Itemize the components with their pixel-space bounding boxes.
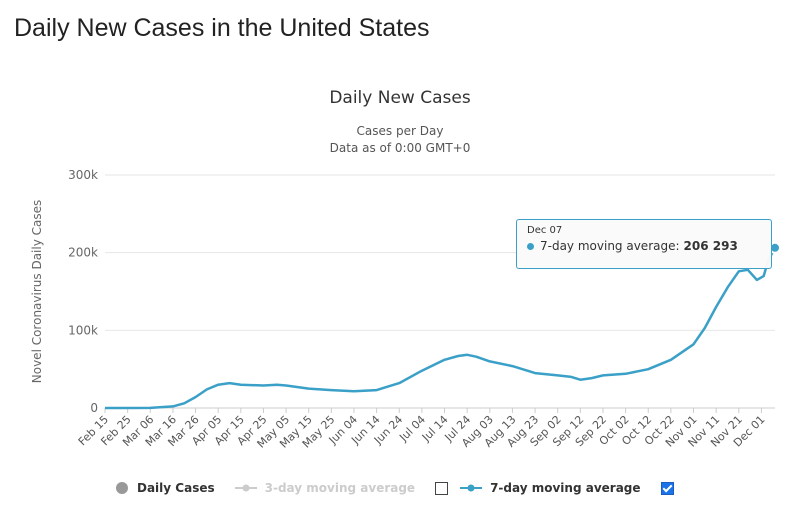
checkbox-7-day[interactable] — [660, 481, 674, 495]
legend-item-3-day[interactable]: 3-day moving average — [234, 481, 416, 495]
x-tick-label: Jul 04 — [396, 413, 428, 445]
circle-icon — [115, 481, 129, 495]
x-tick-label: Jul 14 — [419, 413, 451, 445]
y-tick-label: 100k — [68, 323, 98, 337]
chart-tooltip: Dec 07 7-day moving average: 206 293 — [516, 219, 772, 269]
legend-label-7-day: 7-day moving average — [490, 481, 641, 495]
legend-label-3-day: 3-day moving average — [264, 481, 416, 495]
legend-item-daily-cases[interactable]: Daily Cases — [115, 481, 215, 495]
tooltip-value: 206 293 — [683, 239, 738, 253]
page-title: Daily New Cases in the United States — [14, 14, 430, 42]
legend-label-daily-cases: Daily Cases — [137, 481, 215, 495]
y-axis-label: Novel Coronavirus Daily Cases — [30, 200, 44, 383]
chart-title: Daily New Cases — [329, 88, 471, 108]
series-line-7-day-average — [104, 247, 777, 410]
line-marker-icon — [234, 483, 257, 493]
y-tick-label: 0 — [90, 401, 98, 415]
chart-legend: Daily Cases 3-day moving average 7-day m… — [115, 478, 686, 498]
tooltip-series-label: 7-day moving average: — [540, 239, 680, 253]
y-tick-label: 200k — [68, 246, 98, 260]
checkbox-3-day[interactable] — [435, 481, 449, 495]
chart-subtitle: Cases per Day — [356, 124, 444, 138]
y-tick-label: 300k — [68, 168, 98, 182]
line-marker-icon — [460, 483, 483, 493]
tooltip-series-dot — [527, 242, 534, 250]
legend-item-7-day[interactable]: 7-day moving average — [460, 481, 641, 495]
chart-data-timestamp: Data as of 0:00 GMT+0 — [329, 141, 471, 155]
tooltip-date: Dec 07 — [527, 225, 563, 236]
